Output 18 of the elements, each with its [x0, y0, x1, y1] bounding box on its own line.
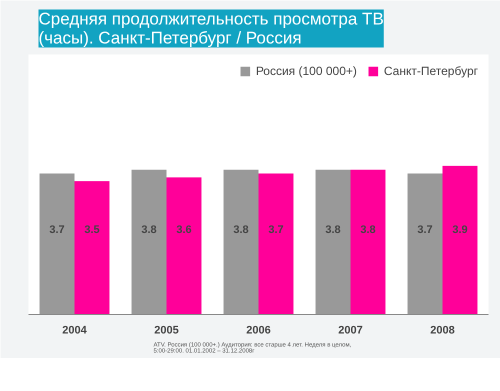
x-tick-label: 2005	[154, 324, 179, 336]
data-label: 3.7	[49, 224, 65, 236]
data-label: 3.8	[233, 224, 249, 236]
data-label: 3.6	[176, 224, 192, 236]
data-label: 3.5	[84, 224, 100, 236]
data-label: 3.8	[360, 224, 376, 236]
legend-label: Россия (100 000+)	[256, 64, 357, 78]
data-label: 3.7	[417, 224, 433, 236]
legend-label: Санкт-Петербург	[384, 64, 478, 78]
x-tick-label: 2007	[338, 324, 363, 336]
x-tick-label: 2004	[62, 324, 88, 336]
x-tick-label: 2006	[246, 324, 271, 336]
chart-title: Средняя продолжительность просмотра ТВ (часы). Санкт-Петербург / Россия	[38, 10, 384, 48]
data-label: 3.8	[325, 224, 341, 236]
data-label: 3.9	[452, 224, 468, 236]
data-label: 3.8	[141, 224, 157, 236]
data-label: 3.7	[268, 224, 284, 236]
x-tick-label: 2008	[430, 324, 455, 336]
